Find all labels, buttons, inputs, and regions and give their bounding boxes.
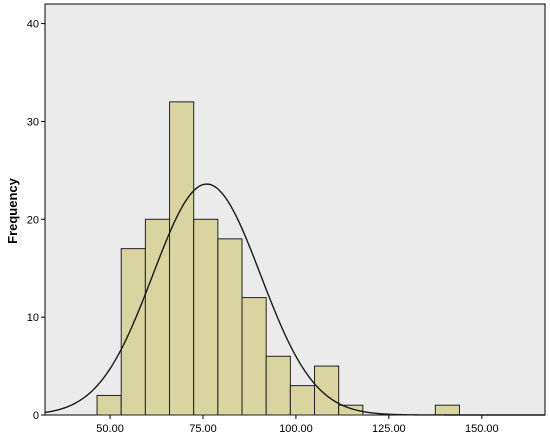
x-tick-label: 75.00 [189, 423, 217, 435]
y-axis: 0 10 20 30 40 [27, 19, 45, 422]
y-tick-label: 10 [27, 312, 39, 324]
histogram-bar [193, 218, 219, 416]
histogram-bar [120, 248, 146, 416]
histogram-bar [314, 365, 340, 416]
histogram-bar [265, 355, 291, 416]
x-tick-label: 125.00 [372, 423, 406, 435]
histogram-bar [217, 238, 243, 416]
normal-curve [44, 183, 545, 416]
histogram-bar [434, 404, 460, 416]
histogram-bar [96, 394, 122, 416]
y-tick-label: 40 [27, 19, 39, 31]
y-axis-title: Frequency [5, 177, 20, 244]
x-tick-label: 150.00 [465, 423, 499, 435]
x-tick-label: 50.00 [96, 423, 124, 435]
histogram-bar [241, 297, 267, 416]
y-tick-label: 30 [27, 116, 39, 128]
y-tick-label: 0 [33, 410, 39, 422]
histogram-bar [289, 385, 316, 416]
x-tick-label: 100.00 [279, 423, 313, 435]
histogram-bar [169, 101, 195, 416]
y-tick-label: 20 [27, 214, 39, 226]
x-axis: 50.00 75.00 100.00 125.00 150.00 [96, 415, 499, 435]
histogram-bar [144, 218, 171, 416]
histogram-bar [338, 404, 364, 416]
histogram-bars [96, 101, 460, 416]
